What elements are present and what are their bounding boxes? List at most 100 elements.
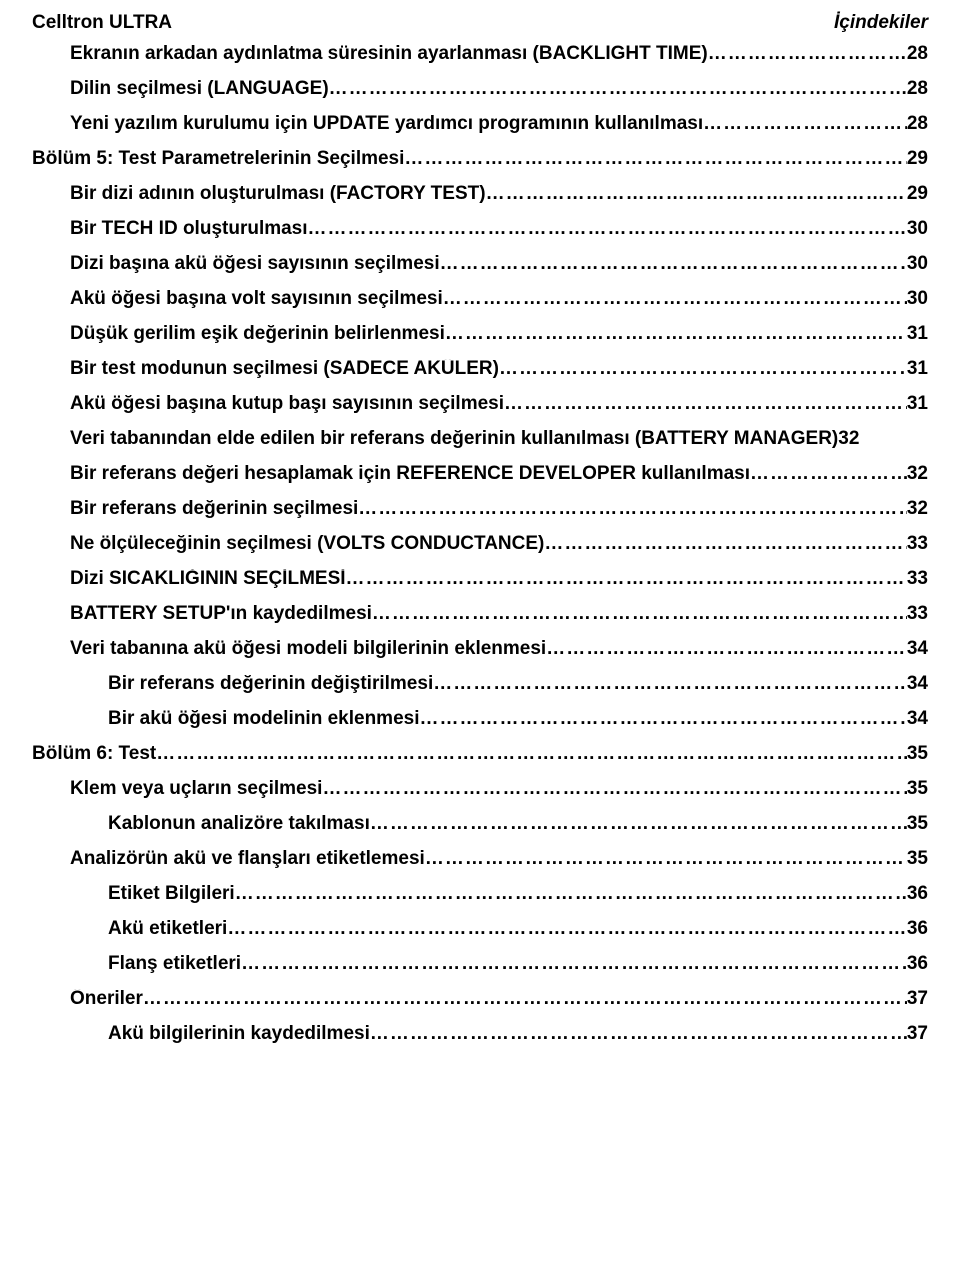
toc-entry: Bölüm 5: Test Parametrelerinin Seçilmesi… [32,149,928,168]
toc-entry-page: 34 [907,674,928,693]
toc-leader [322,779,906,798]
toc-leader [143,989,907,1008]
toc-entry-page: 33 [907,604,928,623]
toc-entry-page: 28 [907,79,928,98]
table-of-contents: Ekranın arkadan aydınlatma süresinin aya… [32,44,928,1043]
toc-entry-page: 34 [907,639,928,658]
toc-entry: Bir referans değerinin seçilmesi 32 [32,499,928,518]
toc-leader [544,534,906,553]
toc-entry: Yeni yazılım kurulumu için UPDATE yardım… [32,114,928,133]
toc-entry-label: Bir akü öğesi modelinin eklenmesi [108,709,420,728]
toc-entry: BATTERY SETUP'ın kaydedilmesi 33 [32,604,928,623]
toc-entry-label: Ne ölçüleceğinin seçilmesi (VOLTS CONDUC… [70,534,544,553]
header-left: Celltron ULTRA [32,12,172,34]
toc-entry-label: Flanş etiketleri [108,954,241,973]
toc-entry-label: Analizörün akü ve flanşları etiketlemesi [70,849,425,868]
toc-entry-page: 36 [907,884,928,903]
toc-entry: Bir test modunun seçilmesi (SADECE AKÜLE… [32,359,928,378]
toc-entry-label: Akü öğesi başına volt sayısının seçilmes… [70,289,443,308]
toc-entry-label: Bir TECH ID oluşturulması [70,219,308,238]
toc-entry: Bölüm 6: Test35 [32,744,928,763]
toc-entry-page: 30 [907,289,928,308]
toc-entry: Bir TECH ID oluşturulması 30 [32,219,928,238]
toc-entry-label: Düşük gerilim eşik değerinin belirlenmes… [70,324,445,343]
toc-entry-page: 33 [907,569,928,588]
toc-entry-page: 35 [907,849,928,868]
toc-entry-label: Veri tabanından elde edilen bir referans… [70,429,838,448]
toc-entry-label: Yeni yazılım kurulumu için UPDATE yardım… [70,114,703,133]
toc-entry-page: 35 [907,814,928,833]
toc-entry: Ne ölçüleceğinin seçilmesi (VOLTS CONDUC… [32,534,928,553]
toc-entry-page: 30 [907,254,928,273]
toc-entry: Bir akü öğesi modelinin eklenmesi 34 [32,709,928,728]
toc-leader [156,744,907,763]
toc-entry-page: 33 [907,534,928,553]
toc-leader [440,254,907,273]
toc-entry: Bir referans değerinin değiştirilmesi 34 [32,674,928,693]
toc-leader [445,324,907,343]
toc-entry-page: 34 [907,709,928,728]
toc-leader [499,359,907,378]
toc-entry-page: 32 [838,429,859,448]
toc-entry-page: 31 [907,394,928,413]
toc-entry: Akü öğesi başına volt sayısının seçilmes… [32,289,928,308]
toc-entry: Akü öğesi başına kutup başı sayısının se… [32,394,928,413]
toc-leader [404,149,906,168]
toc-entry: Klem veya uçların seçilmesi 35 [32,779,928,798]
toc-entry-page: 30 [907,219,928,238]
toc-entry-page: 28 [907,44,928,63]
toc-leader [486,184,907,203]
toc-leader [433,674,907,693]
toc-entry: Analizörün akü ve flanşları etiketlemesi… [32,849,928,868]
toc-leader [235,884,907,903]
toc-entry-page: 37 [907,1024,928,1043]
toc-entry-page: 28 [907,114,928,133]
toc-entry-page: 31 [907,359,928,378]
toc-entry-label: Bir test modunun seçilmesi (SADECE AKÜLE… [70,359,499,378]
toc-entry-label: Klem veya uçların seçilmesi [70,779,322,798]
header-right: İçindekiler [834,12,928,34]
toc-entry-label: Dilin seçilmesi (LANGUAGE) [70,79,329,98]
toc-entry: Bir referans değeri hesaplamak için REFE… [32,464,928,483]
toc-leader [241,954,907,973]
page-header: Celltron ULTRA İçindekiler [32,12,928,34]
toc-entry: Ekranın arkadan aydınlatma süresinin aya… [32,44,928,63]
toc-entry-page: 32 [907,464,928,483]
toc-entry-label: Bir referans değerinin seçilmesi [70,499,358,518]
toc-entry: Akü etiketleri 36 [32,919,928,938]
toc-entry-label: Ekranın arkadan aydınlatma süresinin aya… [70,44,708,63]
toc-entry-label: Bölüm 5: Test Parametrelerinin Seçilmesi [32,149,404,168]
toc-entry-label: Dizi SICAKLIĞININ SEÇİLMESİ [70,569,346,588]
toc-entry-label: Dizi başına akü öğesi sayısının seçilmes… [70,254,440,273]
toc-leader [372,604,907,623]
document-page: Celltron ULTRA İçindekiler Ekranın arkad… [0,0,960,1079]
toc-entry-page: 36 [907,954,928,973]
toc-entry-label: Akü etiketleri [108,919,227,938]
toc-entry-page: 36 [907,919,928,938]
toc-leader [420,709,907,728]
toc-leader [358,499,907,518]
toc-entry-label: Öneriler [70,989,143,1008]
toc-leader [546,639,907,658]
toc-leader [504,394,907,413]
toc-entry: Dilin seçilmesi (LANGUAGE) 28 [32,79,928,98]
toc-entry-label: Veri tabanına akü öğesi modeli bilgileri… [70,639,546,658]
toc-entry-page: 35 [907,779,928,798]
toc-entry-label: BATTERY SETUP'ın kaydedilmesi [70,604,372,623]
toc-leader [308,219,907,238]
toc-entry: Düşük gerilim eşik değerinin belirlenmes… [32,324,928,343]
toc-leader [703,114,907,133]
toc-leader [443,289,907,308]
toc-leader [227,919,907,938]
toc-entry-label: Bir referans değerinin değiştirilmesi [108,674,433,693]
toc-entry-page: 29 [907,149,928,168]
toc-entry: Veri tabanından elde edilen bir referans… [32,429,928,448]
toc-entry-page: 37 [907,989,928,1008]
toc-entry-label: Bölüm 6: Test [32,744,156,763]
toc-entry: Veri tabanına akü öğesi modeli bilgileri… [32,639,928,658]
toc-entry-page: 32 [907,499,928,518]
toc-leader [329,79,907,98]
toc-leader [708,44,907,63]
toc-entry: Dizi SICAKLIĞININ SEÇİLMESİ 33 [32,569,928,588]
toc-entry-label: Kablonun analizöre takılması [108,814,370,833]
